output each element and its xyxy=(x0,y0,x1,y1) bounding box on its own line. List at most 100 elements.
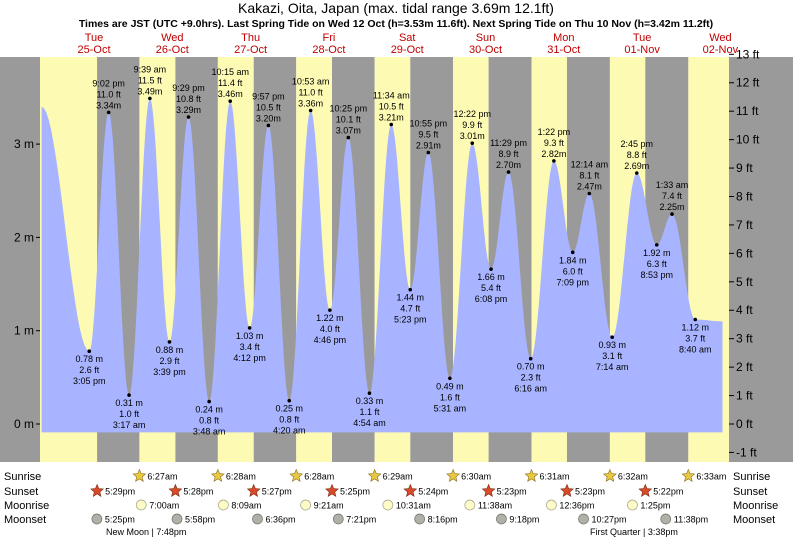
sunrise-icon xyxy=(367,468,382,482)
sunrise-icon xyxy=(524,468,539,482)
tide-point xyxy=(448,376,452,381)
tide-point xyxy=(186,115,191,119)
left-margin-strip xyxy=(0,57,40,462)
tide-point xyxy=(408,287,413,292)
moonrise-time: 11:38am xyxy=(478,501,512,511)
tide-m: 0.24 m xyxy=(195,405,223,415)
tide-ft: 2.3 ft xyxy=(521,373,542,383)
tide-ft: 11.0 ft xyxy=(298,88,323,98)
tide-ft: 3.4 ft xyxy=(240,342,261,352)
tide-time: 5:23 pm xyxy=(394,315,427,325)
sunset-icon xyxy=(481,483,496,497)
tick-label-ft: 13 ft xyxy=(736,47,760,61)
tide-m: 3.21m xyxy=(379,113,404,123)
sunset-time: 5:28pm xyxy=(183,487,213,497)
tide-m: 1.84 m xyxy=(559,255,587,265)
sunrise-time: 6:29am xyxy=(383,472,413,482)
moonset-time: 9:18pm xyxy=(509,515,539,525)
tide-time: 6:16 am xyxy=(514,384,547,394)
tide-m: 1.12 m xyxy=(682,323,710,333)
sunrise-time: 6:28am xyxy=(226,472,256,482)
tide-ft: 1.0 ft xyxy=(119,409,140,419)
row-label-left-moonset: Moonset xyxy=(4,514,46,526)
tide-time: 4:12 pm xyxy=(233,353,266,363)
tide-m: 0.78 m xyxy=(75,354,103,364)
tide-m: 2.70m xyxy=(496,160,521,170)
tide-point xyxy=(634,171,639,175)
day-date: 30-Oct xyxy=(469,44,502,56)
tide-m: 0.88 m xyxy=(156,345,184,355)
tick-label-m: 0 m xyxy=(14,417,34,431)
tide-point xyxy=(470,141,475,145)
moonset-icon xyxy=(414,513,426,525)
chart-subtitle: Times are JST (UTC +9.0hrs). Last Spring… xyxy=(79,18,713,30)
sunset-icon xyxy=(638,483,653,497)
sunset-time: 5:27pm xyxy=(262,487,292,497)
day-date: 28-Oct xyxy=(312,44,345,56)
sunrise-icon xyxy=(289,468,304,482)
tide-ft: 10.8 ft xyxy=(176,94,202,104)
moonset-icon xyxy=(171,513,183,525)
tide-time: 10:55 pm xyxy=(410,118,448,128)
tide-ft: 5.4 ft xyxy=(481,283,502,293)
tide-time: 10:25 pm xyxy=(330,104,368,114)
tide-time: 8:40 am xyxy=(679,345,712,355)
tide-ft: 9.5 ft xyxy=(418,129,439,139)
day-name: Tue xyxy=(633,32,652,44)
tide-ft: 9.3 ft xyxy=(544,138,565,148)
row-label-left-sunset: Sunset xyxy=(4,486,38,498)
sunset-icon xyxy=(90,483,105,497)
tide-time: 9:39 am xyxy=(134,64,167,74)
tide-m: 0.25 m xyxy=(275,404,303,414)
row-label-left-moonrise: Moonrise xyxy=(4,500,49,512)
tide-time: 1:33 am xyxy=(656,180,689,190)
tide-ft: 10.1 ft xyxy=(336,115,362,125)
tick-label-ft: 8 ft xyxy=(736,189,753,203)
tide-point xyxy=(346,135,351,140)
sunrise-time: 6:27am xyxy=(147,472,177,482)
tide-point xyxy=(670,212,674,216)
tide-ft: 3.7 ft xyxy=(685,334,706,344)
day-date: 01-Nov xyxy=(624,44,660,56)
tide-time: 7:09 pm xyxy=(556,277,589,287)
tide-point xyxy=(328,308,332,312)
moonrise-icon xyxy=(382,499,394,511)
tick-label-m: 2 m xyxy=(14,230,34,244)
tide-time: 5:31 am xyxy=(434,403,467,413)
tide-ft: 9.9 ft xyxy=(462,120,483,130)
tide-time: 12:22 pm xyxy=(453,109,491,119)
row-label-left-sunrise: Sunrise xyxy=(4,471,41,483)
tide-point xyxy=(287,398,292,403)
tide-ft: 8.9 ft xyxy=(499,149,520,159)
sunrise-icon xyxy=(602,468,617,482)
moonset-icon xyxy=(91,513,103,525)
moonset-time: 6:36pm xyxy=(265,515,295,525)
tide-time: 2:45 pm xyxy=(620,139,653,149)
tide-m: 3.20m xyxy=(256,113,281,123)
day-date: 02-Nov xyxy=(703,44,739,56)
day-date: 26-Oct xyxy=(156,44,189,56)
sunset-time: 5:25pm xyxy=(340,487,370,497)
tide-point xyxy=(247,326,252,330)
tide-time: 3:05 pm xyxy=(73,376,106,386)
moonrise-icon xyxy=(546,499,557,511)
moonset-icon xyxy=(660,513,672,525)
tide-time: 11:34 am xyxy=(373,91,410,101)
tide-m: 0.70 m xyxy=(517,362,545,372)
day-name: Tue xyxy=(85,32,104,44)
moonset-icon xyxy=(332,513,344,525)
tide-ft: 10.5 ft xyxy=(256,102,282,112)
row-label-right-sunset: Sunset xyxy=(733,486,767,498)
tide-ft: 6.3 ft xyxy=(647,259,668,269)
day-name: Fri xyxy=(322,32,335,44)
tide-m: 3.01m xyxy=(460,131,485,141)
tide-ft: 0.8 ft xyxy=(199,416,220,426)
sunrise-time: 6:33am xyxy=(696,472,726,482)
sunset-icon xyxy=(403,483,418,497)
moonrise-time: 9:21am xyxy=(314,501,344,511)
day-date: 31-Oct xyxy=(547,44,580,56)
day-name: Thu xyxy=(241,32,260,44)
tide-point xyxy=(389,122,394,127)
moonset-time: 5:58pm xyxy=(185,515,215,525)
sunrise-time: 6:28am xyxy=(304,472,334,482)
